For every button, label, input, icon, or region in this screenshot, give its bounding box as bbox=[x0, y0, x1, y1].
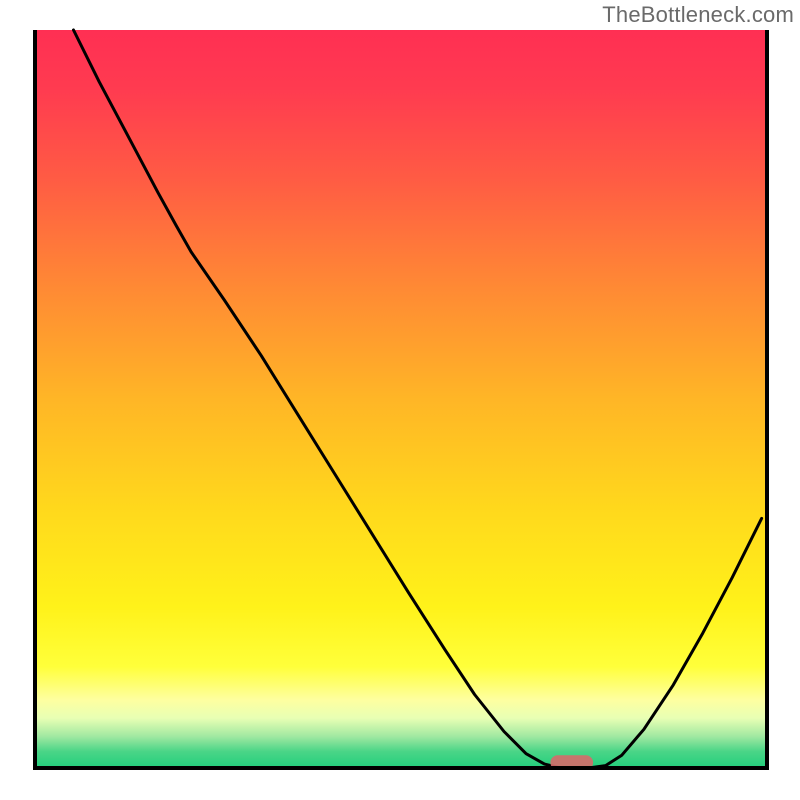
chart-container: TheBottleneck.com bbox=[0, 0, 800, 800]
frame-bottom bbox=[33, 766, 769, 770]
frame-left bbox=[33, 30, 37, 770]
chart-svg bbox=[0, 0, 800, 800]
gradient-background bbox=[33, 30, 769, 770]
frame-right bbox=[765, 30, 769, 770]
